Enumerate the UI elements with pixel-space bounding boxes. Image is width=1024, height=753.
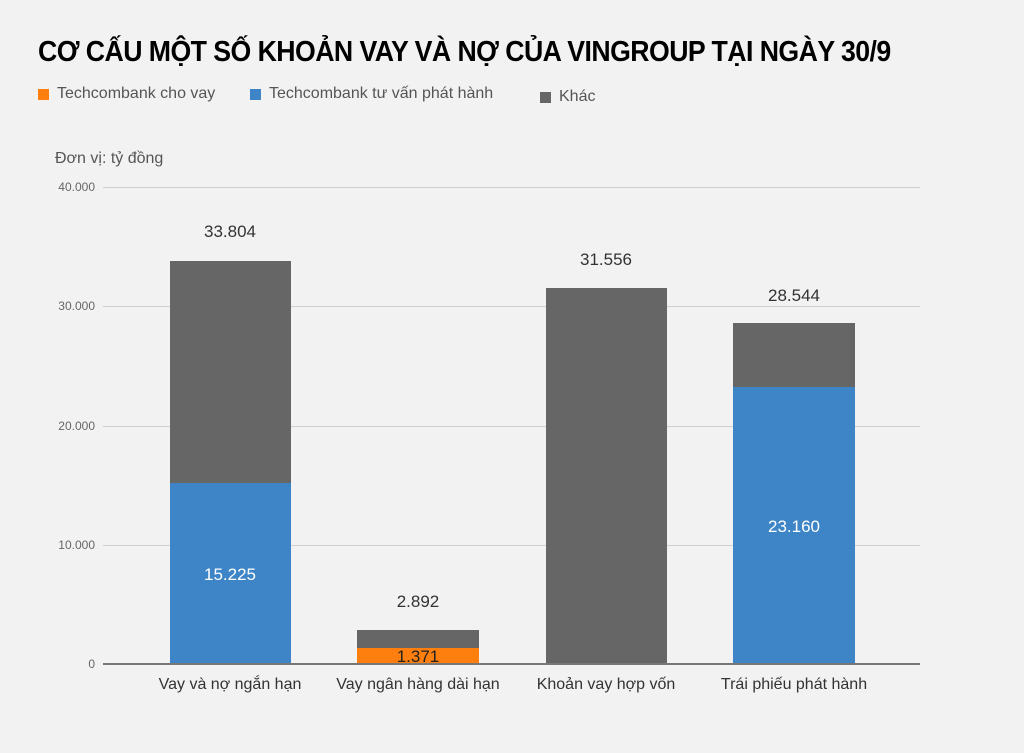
bar-total-label: 2.892 xyxy=(396,592,440,611)
chart-title: CƠ CẤU MỘT SỐ KHOẢN VAY VÀ NỢ CỦA VINGRO… xyxy=(38,36,891,68)
legend-swatch-gray-icon xyxy=(540,91,551,103)
legend-label: Techcombank cho vay xyxy=(57,85,216,102)
gridline xyxy=(103,306,920,307)
y-tick: 0 xyxy=(88,657,95,671)
legend-item-techcombank-advisory: Techcombank tư vấn phát hành xyxy=(250,85,493,103)
bar-segment-other xyxy=(546,288,667,664)
legend-swatch-blue-icon xyxy=(250,88,261,100)
bar-segment-techcombank-loan xyxy=(357,648,479,664)
gridline xyxy=(103,545,920,546)
legend-item-techcombank-loan: Techcombank cho vay xyxy=(38,85,215,103)
y-tick: 20.000 xyxy=(58,419,95,433)
x-category-label: Vay ngân hàng dài hạn xyxy=(336,676,500,693)
bar-total-label: 33.804 xyxy=(204,222,256,241)
bar-segment-other xyxy=(357,630,479,648)
unit-label: Đơn vị: tỷ đồng xyxy=(55,150,164,167)
x-category-label: Khoản vay hợp vốn xyxy=(536,676,676,693)
y-tick: 30.000 xyxy=(58,299,95,313)
legend-item-other: Khác xyxy=(540,88,595,106)
x-axis-line xyxy=(103,663,920,665)
bar-segment-other xyxy=(733,323,855,387)
legend-label: Techcombank tư vấn phát hành xyxy=(269,85,494,102)
bar-segment-techcombank-advisory xyxy=(170,483,291,664)
y-tick: 40.000 xyxy=(58,180,95,194)
gridline xyxy=(103,187,920,188)
bar-inner-label: 1.371 xyxy=(396,647,440,666)
bar-inner-label: 23.160 xyxy=(768,517,820,536)
bar-total-label: 31.556 xyxy=(580,250,632,269)
bar-segment-techcombank-advisory xyxy=(733,387,855,664)
legend-swatch-orange-icon xyxy=(38,88,49,100)
gridline xyxy=(103,426,920,427)
x-category-label: Trái phiếu phát hành xyxy=(720,676,868,693)
legend-label: Khác xyxy=(559,88,596,105)
bar-total-label: 28.544 xyxy=(768,286,820,305)
bar-inner-label: 15.225 xyxy=(204,565,256,584)
x-category-label: Vay và nợ ngắn hạn xyxy=(158,676,302,693)
bar-segment-other xyxy=(170,261,291,483)
y-tick: 10.000 xyxy=(58,538,95,552)
